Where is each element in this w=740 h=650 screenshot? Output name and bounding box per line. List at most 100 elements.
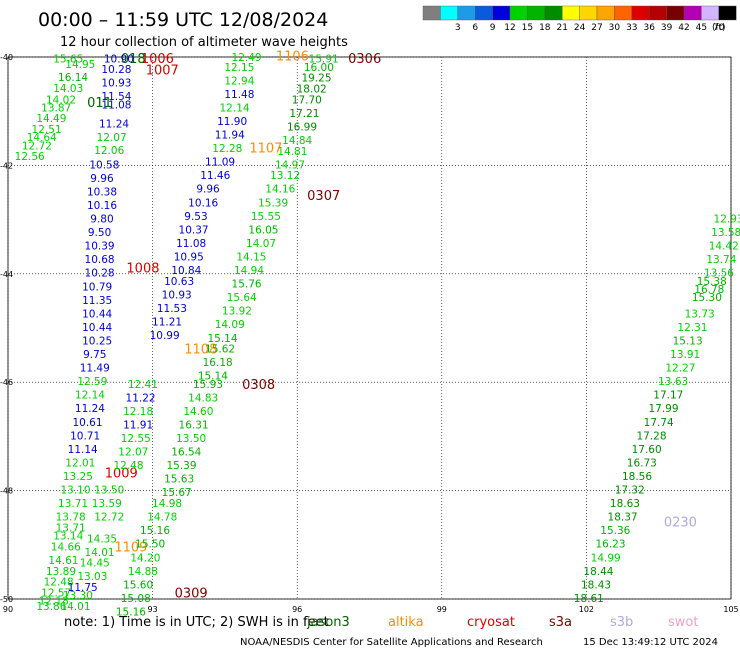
- colorbar-swatch: [718, 5, 737, 21]
- wave-height-point: 14.45: [80, 558, 110, 570]
- wave-height-point: 15.65: [53, 54, 83, 66]
- wave-height-point: 17.32: [615, 485, 645, 497]
- wave-height-point: 9.75: [83, 349, 106, 361]
- wave-height-point: 11.24: [75, 403, 105, 415]
- wave-height-point: 16.73: [627, 457, 657, 469]
- wave-height-point: 14.95: [65, 59, 95, 71]
- wave-height-point: 13.86: [36, 601, 66, 613]
- wave-height-point: 10.16: [87, 200, 117, 212]
- wave-height-point: 16.99: [287, 121, 317, 133]
- colorbar-tick-label: 30: [609, 23, 621, 33]
- wave-height-point: 10.44: [82, 308, 112, 320]
- wave-height-point: 11.09: [205, 157, 235, 169]
- wave-height-point: 13.12: [270, 170, 300, 182]
- wave-height-point: 13.58: [711, 227, 740, 239]
- wave-height-point: 12.51: [32, 124, 62, 136]
- colorbar-tick-label: 45: [696, 23, 707, 33]
- colorbar-tick-label: 9: [490, 23, 496, 33]
- wave-height-point: 12.18: [39, 596, 69, 608]
- wave-height-values: 15.6514.9516.1414.0314.0213.8714.4912.51…: [15, 52, 740, 618]
- colorbar-swatch: [701, 5, 720, 21]
- colorbar-swatch: [649, 5, 667, 21]
- wave-height-point: 15.16: [140, 525, 170, 537]
- wave-height-point: 15.14: [207, 333, 237, 345]
- wave-height-point: 12.57: [41, 587, 71, 599]
- wave-height-point: 12.31: [677, 322, 707, 334]
- wave-height-point: 13.59: [92, 498, 122, 510]
- legend-s3a: s3a: [549, 615, 572, 630]
- wave-height-point: 15.08: [121, 593, 151, 605]
- wave-height-point: 18.61: [574, 593, 604, 605]
- wave-height-point: 15.60: [123, 579, 153, 591]
- wave-height-point: 16.18: [203, 357, 233, 369]
- wave-height-point: 12.48: [113, 460, 143, 472]
- wave-height-point: 9.96: [196, 184, 220, 196]
- wave-height-point: 12.72: [22, 140, 52, 152]
- wave-height-point: 13.71: [56, 522, 86, 534]
- wave-height-point: 13.50: [176, 433, 206, 445]
- wave-height-point: 11.24: [99, 119, 129, 131]
- wave-height-point: 11.08: [101, 100, 131, 112]
- wave-height-point: 15.62: [205, 344, 235, 356]
- wave-height-point: 13.03: [77, 571, 107, 583]
- wave-height-point: 11.53: [157, 303, 187, 315]
- pass-time-label: 0230: [664, 515, 697, 530]
- wave-height-point: 15.39: [258, 197, 288, 209]
- wave-height-point: 11.49: [80, 363, 110, 375]
- wave-height-point: 14.98: [152, 498, 182, 510]
- pass-time-label: 0306: [348, 52, 381, 67]
- wave-height-point: 12.01: [65, 457, 95, 469]
- wave-height-point: 12.48: [44, 577, 74, 589]
- wave-height-point: 16.78: [694, 284, 724, 296]
- wave-height-point: 12.56: [15, 151, 45, 163]
- wave-height-point: 14.88: [128, 566, 158, 578]
- wave-height-point: 9.50: [88, 227, 111, 239]
- wave-height-point: 12.55: [121, 433, 151, 445]
- colorbar-tick-label: 27: [591, 23, 602, 33]
- footer-timestamp: 15 Dec 13:49:12 UTC 2024: [583, 637, 718, 648]
- wave-height-point: 13.78: [56, 512, 86, 524]
- pass-time-label: 1006: [141, 52, 174, 67]
- wave-height-point: 17.17: [653, 390, 683, 402]
- grid-lines: [7, 56, 732, 600]
- wave-height-point: 10.63: [164, 276, 194, 288]
- wave-height-point: 16.05: [248, 224, 278, 236]
- wave-height-point: 13.10: [60, 485, 90, 497]
- colorbar-swatch: [683, 5, 702, 21]
- wave-height-point: 14.83: [188, 392, 218, 404]
- wave-height-point: 11.54: [101, 91, 131, 103]
- y-tick-label: -40: [0, 53, 13, 62]
- colorbar-tick-label: 36: [643, 23, 655, 33]
- wave-height-point: 14.09: [215, 319, 245, 331]
- wave-height-point: 11.21: [152, 316, 182, 328]
- colorbar-swatch: [440, 5, 458, 21]
- wave-height-point: 14.07: [246, 238, 276, 250]
- colorbar-unit: (ft): [712, 23, 726, 33]
- wave-height-point: 15.13: [673, 335, 703, 347]
- wave-height-point: 15.55: [251, 211, 281, 223]
- wave-height-point: 16.00: [304, 62, 334, 74]
- wave-height-point: 13.56: [704, 268, 734, 280]
- wave-height-point: 14.64: [27, 132, 57, 144]
- x-tick-label: 102: [579, 605, 594, 614]
- y-tick-label: -42: [0, 161, 13, 170]
- wave-height-point: 15.30: [692, 292, 722, 304]
- pass-time-label: 1009: [105, 467, 138, 482]
- colorbar-tick-label: 21: [556, 23, 567, 33]
- wave-height-point: 12.18: [123, 406, 153, 418]
- wave-height-point: 16.14: [58, 72, 88, 84]
- wave-height-point: 16.54: [171, 447, 201, 459]
- colorbar-swatch: [492, 5, 511, 21]
- wave-height-point: 13.89: [46, 566, 76, 578]
- wave-height-point: 14.61: [48, 555, 78, 567]
- pass-time-label: 011: [87, 96, 112, 111]
- chart-subtitle: 12 hour collection of altimeter wave hei…: [60, 35, 348, 50]
- pass-time-label: 018: [121, 52, 146, 67]
- wave-height-point: 14.01: [85, 547, 115, 559]
- wave-height-point: 10.79: [82, 281, 112, 293]
- colorbar-swatch: [457, 5, 476, 21]
- wave-height-point: 14.84: [282, 135, 312, 147]
- colorbar-swatch: [475, 5, 493, 21]
- colorbar-swatch: [562, 5, 580, 21]
- pass-time-label: 1107: [249, 142, 282, 157]
